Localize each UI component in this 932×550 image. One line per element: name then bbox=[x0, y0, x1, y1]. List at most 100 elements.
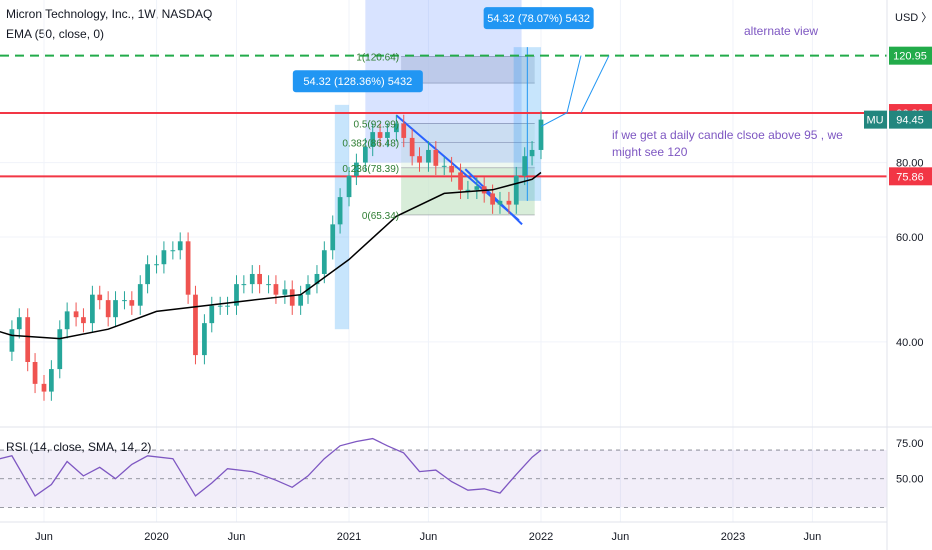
candle-body bbox=[57, 329, 63, 370]
candles bbox=[9, 110, 544, 401]
candle-body bbox=[185, 241, 191, 295]
candle-body bbox=[465, 189, 471, 191]
rsi-pane: RSI (14, close, SMA, 14, 2) bbox=[0, 437, 887, 508]
fib-zone bbox=[401, 142, 535, 168]
candle-body bbox=[522, 156, 528, 176]
time-tick-label: 2020 bbox=[144, 531, 168, 543]
range-box-1-label-bg bbox=[292, 70, 423, 93]
drawing-lines bbox=[0, 54, 887, 226]
candle-body bbox=[458, 172, 463, 190]
candle-body bbox=[193, 294, 198, 356]
rsi-tick-label: 75.00 bbox=[896, 438, 924, 450]
candle-body bbox=[449, 165, 454, 173]
price-badge: 75.86 bbox=[896, 171, 924, 183]
fib-level-label: 0.236(78.39) bbox=[342, 164, 399, 175]
candle-body bbox=[257, 273, 262, 285]
candle-body bbox=[249, 273, 255, 285]
projection-arrow-1 bbox=[540, 55, 582, 127]
candle-body bbox=[273, 284, 279, 295]
fib-level-label: 0.382(86.48) bbox=[342, 138, 399, 149]
fib-level-label: 1(120.64) bbox=[356, 52, 399, 63]
candle-body bbox=[337, 197, 343, 225]
candle-body bbox=[529, 149, 535, 157]
candle-body bbox=[426, 149, 431, 163]
ema-line bbox=[0, 171, 542, 340]
candle-body bbox=[154, 264, 159, 266]
projection-arrow-2 bbox=[580, 55, 610, 113]
strategy-note-line: might see 120 bbox=[612, 145, 688, 159]
candle-body bbox=[401, 123, 407, 138]
time-tick-label: Jun bbox=[612, 531, 630, 543]
candle-body bbox=[506, 200, 512, 205]
time-tick-label: 2021 bbox=[337, 531, 361, 543]
candle-body bbox=[441, 165, 447, 167]
candle-body bbox=[394, 123, 399, 133]
candle-body bbox=[105, 300, 111, 318]
candle-body bbox=[513, 175, 519, 205]
chart-labels: 1(120.64)0.786(108.80)0.5(92.99)0.382(86… bbox=[292, 7, 843, 222]
candle-body bbox=[16, 317, 22, 330]
candle-body bbox=[129, 300, 135, 306]
rsi-line bbox=[0, 437, 542, 497]
candle-body bbox=[9, 329, 15, 352]
candle-body bbox=[497, 200, 503, 205]
candle-body bbox=[137, 284, 143, 306]
strategy-note-line: if we get a daily candle clsoe above 95 … bbox=[612, 128, 843, 142]
candle-body bbox=[241, 284, 247, 286]
candle-body bbox=[321, 250, 327, 274]
fib-level-label: 0(65.34) bbox=[362, 211, 399, 222]
time-tick-label: 2023 bbox=[721, 531, 745, 543]
time-tick-label: Jun bbox=[804, 531, 822, 543]
candle-body bbox=[73, 311, 79, 318]
candle-body bbox=[289, 289, 295, 306]
candle-body bbox=[490, 193, 495, 205]
price-badge-bg bbox=[889, 110, 932, 129]
range-box-2-label-bg bbox=[483, 7, 594, 30]
price-badge-bg bbox=[889, 46, 932, 65]
time-tick-label: Jun bbox=[228, 531, 246, 543]
price-badge: 120.95 bbox=[893, 51, 927, 63]
ticker-badge: MU bbox=[866, 115, 883, 127]
candle-body bbox=[32, 361, 38, 384]
chart-grid bbox=[0, 0, 887, 522]
time-tick-label: Jun bbox=[420, 531, 438, 543]
drawing-zones bbox=[334, 0, 541, 330]
candle-body bbox=[433, 149, 439, 166]
candle-body bbox=[122, 300, 127, 302]
overlay-lines bbox=[0, 55, 610, 340]
price-badge-bg bbox=[889, 167, 932, 186]
range-box-2-label: 54.32 (78.07%) 5432 bbox=[487, 13, 590, 25]
price-tick-label: 60.00 bbox=[896, 232, 924, 244]
candle-body bbox=[346, 175, 352, 198]
price-tick-label: 80.00 bbox=[896, 158, 924, 170]
candle-body bbox=[48, 369, 54, 392]
candle-body bbox=[266, 284, 271, 286]
candle-body bbox=[81, 317, 86, 324]
alternate-view-note: alternate view bbox=[744, 24, 818, 38]
time-axis: Jun 2020 Jun 2021 Jun 2022 Jun 2023 Jun bbox=[35, 531, 821, 543]
candle-body bbox=[64, 311, 70, 330]
chart-title: Micron Technology, Inc., 1W, NASDAQ bbox=[6, 7, 213, 21]
fib-zone bbox=[401, 56, 535, 84]
candle-body bbox=[385, 132, 390, 138]
candle-body bbox=[97, 294, 103, 301]
range-box-1-label: 54.32 (128.36%) 5432 bbox=[303, 76, 412, 88]
candle-body bbox=[330, 224, 336, 251]
fib-level-label: 0.5(92.99) bbox=[354, 120, 400, 131]
candle-body bbox=[25, 317, 31, 362]
rsi-indicator-label: RSI (14, close, SMA, 14, 2) bbox=[6, 440, 151, 454]
candle-body bbox=[354, 162, 359, 176]
rsi-tick-label: 50.00 bbox=[896, 474, 924, 486]
candle-body bbox=[538, 119, 544, 150]
candle-body bbox=[234, 284, 239, 306]
candle-body bbox=[474, 186, 480, 190]
fib-zone bbox=[401, 123, 535, 143]
candle-body bbox=[161, 250, 167, 265]
candle-body bbox=[298, 294, 304, 306]
ema-indicator-label[interactable]: EMA (50, close, 0) bbox=[6, 27, 105, 41]
candle-body bbox=[217, 305, 223, 307]
candle-body bbox=[113, 300, 118, 318]
candle-body bbox=[225, 305, 230, 307]
